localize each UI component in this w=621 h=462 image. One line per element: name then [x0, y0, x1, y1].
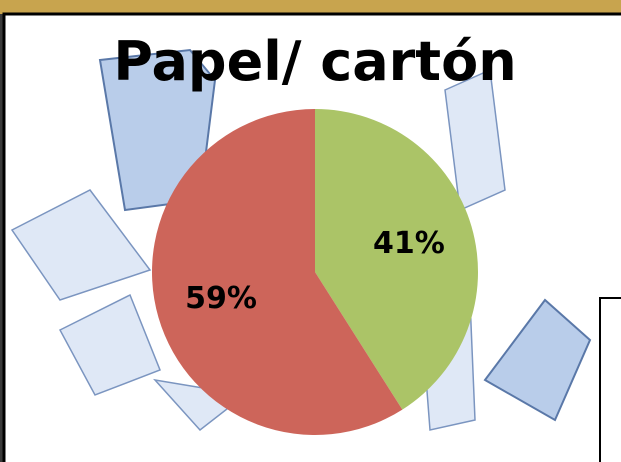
background-illustration	[10, 48, 592, 432]
side-panel	[599, 297, 621, 462]
pie-slice	[315, 109, 478, 410]
value-label: 41%	[373, 226, 445, 261]
chart-title: Papel/ cartón	[113, 30, 516, 93]
top-strip	[0, 0, 621, 14]
value-label: 59%	[185, 281, 257, 316]
pie-slice	[151, 109, 403, 435]
